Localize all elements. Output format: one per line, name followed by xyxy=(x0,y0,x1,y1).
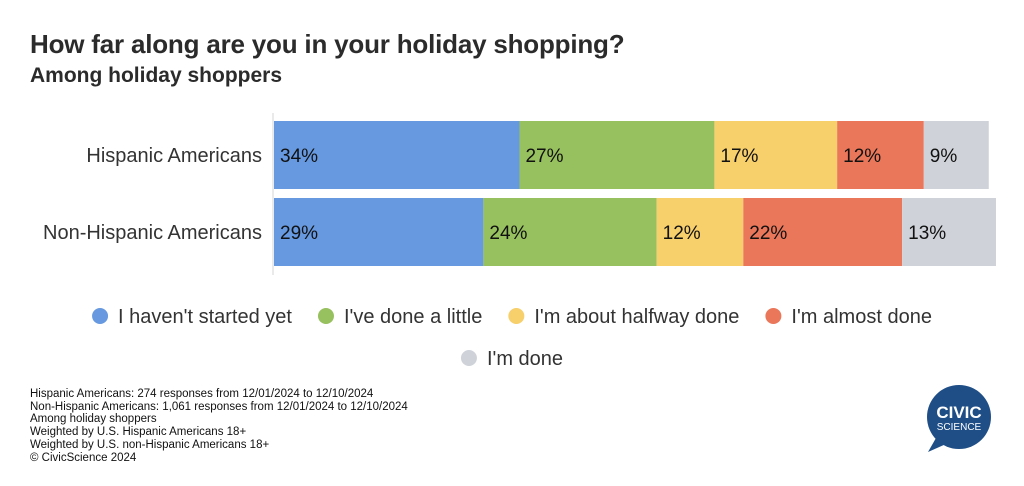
data-label: 12% xyxy=(663,223,701,244)
bar-segment xyxy=(274,198,484,266)
bar-segment xyxy=(483,198,657,266)
note-line: Weighted by U.S. Hispanic Americans 18+ xyxy=(30,426,247,439)
logo-text-science: SCIENCE xyxy=(937,422,982,433)
legend-marker xyxy=(460,350,477,366)
legend-label: I'm done xyxy=(487,348,563,370)
data-label: 34% xyxy=(280,146,318,167)
legend-label: I'm about halfway done xyxy=(534,306,739,328)
data-label: 9% xyxy=(930,146,958,167)
category-label: Non-Hispanic Americans xyxy=(43,222,262,244)
note-line: Among holiday shoppers xyxy=(30,413,157,426)
data-label: 24% xyxy=(489,223,527,244)
data-label: 12% xyxy=(843,146,881,167)
data-label: 22% xyxy=(749,223,787,244)
civicscience-logo: CIVIC SCIENCE xyxy=(927,385,991,452)
note-line: © CivicScience 2024 xyxy=(30,451,137,464)
stacked-bar-chart: Hispanic Americans 34% 27% 17% 12% 9% Non-Hisp… xyxy=(43,113,996,370)
legend-label: I haven't started yet xyxy=(118,306,292,328)
logo-text-civic: CIVIC xyxy=(936,403,981,422)
note-line: Weighted by U.S. non-Hispanic Americans … xyxy=(30,438,270,451)
bar-segment xyxy=(902,198,996,266)
data-label: 27% xyxy=(525,146,563,167)
legend-label: I've done a little xyxy=(344,306,482,328)
chart-subtitle: Among holiday shoppers xyxy=(30,64,283,87)
data-label: 13% xyxy=(908,223,946,244)
data-label: 29% xyxy=(280,223,318,244)
note-line: Non-Hispanic Americans: 1,061 responses … xyxy=(30,400,408,413)
legend-label: I'm almost done xyxy=(791,306,932,328)
bar-segment xyxy=(714,121,838,189)
bar-segment xyxy=(274,121,520,189)
chart-title: How far along are you in your holiday sh… xyxy=(30,29,625,59)
bar-segment xyxy=(837,121,924,189)
bar-segment xyxy=(923,121,989,189)
data-label: 17% xyxy=(720,146,758,167)
bar-segment xyxy=(743,198,903,266)
bar-segment xyxy=(519,121,715,189)
legend-marker xyxy=(765,308,782,324)
note-line: Hispanic Americans: 274 responses from 1… xyxy=(30,388,374,400)
source-notes: Hispanic Americans: 274 responses from 1… xyxy=(30,388,408,464)
category-label: Hispanic Americans xyxy=(86,145,262,167)
legend-marker xyxy=(508,308,525,324)
legend-marker xyxy=(92,308,109,324)
legend-marker xyxy=(317,308,334,324)
bar-segment xyxy=(656,198,744,266)
